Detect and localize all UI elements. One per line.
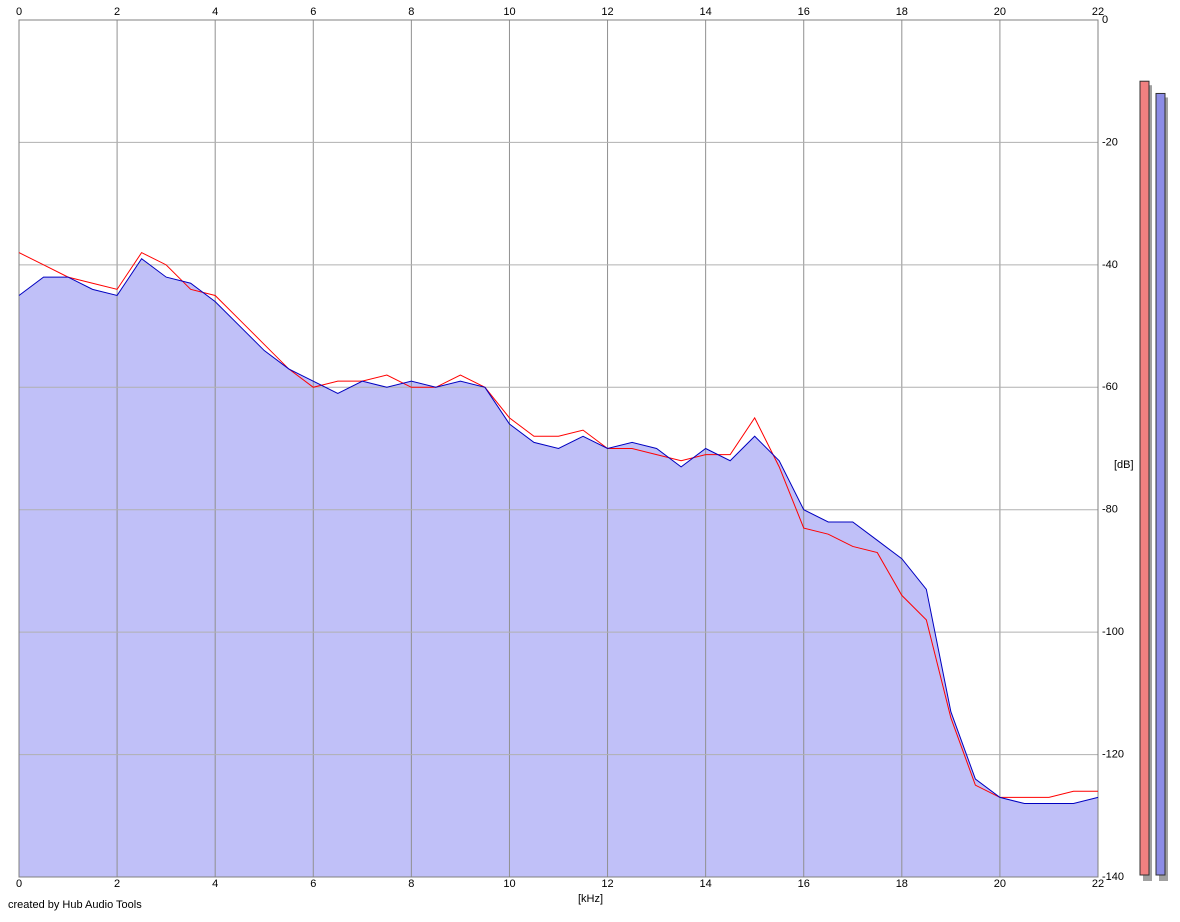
y-tick-label: -140 bbox=[1102, 871, 1124, 883]
level-meter bbox=[1155, 92, 1166, 876]
y-axis-label: [dB] bbox=[1114, 459, 1134, 471]
x-tick-label: 20 bbox=[994, 878, 1006, 890]
spectrum-line bbox=[18, 251, 1098, 798]
x-tick-label: 22 bbox=[1092, 6, 1104, 18]
x-tick-label: 4 bbox=[212, 6, 218, 18]
y-tick-label: -100 bbox=[1102, 626, 1124, 638]
y-tick-label: -60 bbox=[1102, 381, 1118, 393]
x-tick-label: 10 bbox=[503, 878, 515, 890]
x-tick-label: 4 bbox=[212, 878, 218, 890]
x-tick-label: 14 bbox=[700, 878, 712, 890]
x-tick-label: 2 bbox=[114, 878, 120, 890]
x-tick-label: 16 bbox=[798, 878, 810, 890]
x-tick-label: 8 bbox=[408, 6, 414, 18]
x-tick-label: 6 bbox=[310, 878, 316, 890]
x-tick-label: 18 bbox=[896, 6, 908, 18]
x-tick-label: 0 bbox=[16, 6, 22, 18]
x-tick-label: 18 bbox=[896, 878, 908, 890]
x-tick-label: 6 bbox=[310, 6, 316, 18]
x-tick-label: 20 bbox=[994, 6, 1006, 18]
y-tick-label: -80 bbox=[1102, 504, 1118, 516]
y-tick-label: -20 bbox=[1102, 136, 1118, 148]
x-tick-label: 10 bbox=[503, 6, 515, 18]
x-tick-label: 16 bbox=[798, 6, 810, 18]
footer: created by Hub Audio Tools bbox=[8, 899, 142, 911]
x-tick-label: 8 bbox=[408, 878, 414, 890]
x-tick-label: 12 bbox=[601, 878, 613, 890]
x-tick-label: 0 bbox=[16, 878, 22, 890]
x-axis-label: [kHz] bbox=[578, 893, 603, 905]
x-tick-label: 22 bbox=[1092, 878, 1104, 890]
x-tick-label: 12 bbox=[601, 6, 613, 18]
spectrum-area bbox=[19, 258, 1098, 877]
y-tick-label: -40 bbox=[1102, 259, 1118, 271]
y-tick-label: 0 bbox=[1102, 14, 1108, 26]
level-meter bbox=[1139, 80, 1150, 876]
x-tick-label: 2 bbox=[114, 6, 120, 18]
y-tick-label: -120 bbox=[1102, 748, 1124, 760]
spectrum-line bbox=[18, 258, 1099, 805]
x-tick-label: 14 bbox=[700, 6, 712, 18]
plot-frame bbox=[18, 19, 1099, 878]
